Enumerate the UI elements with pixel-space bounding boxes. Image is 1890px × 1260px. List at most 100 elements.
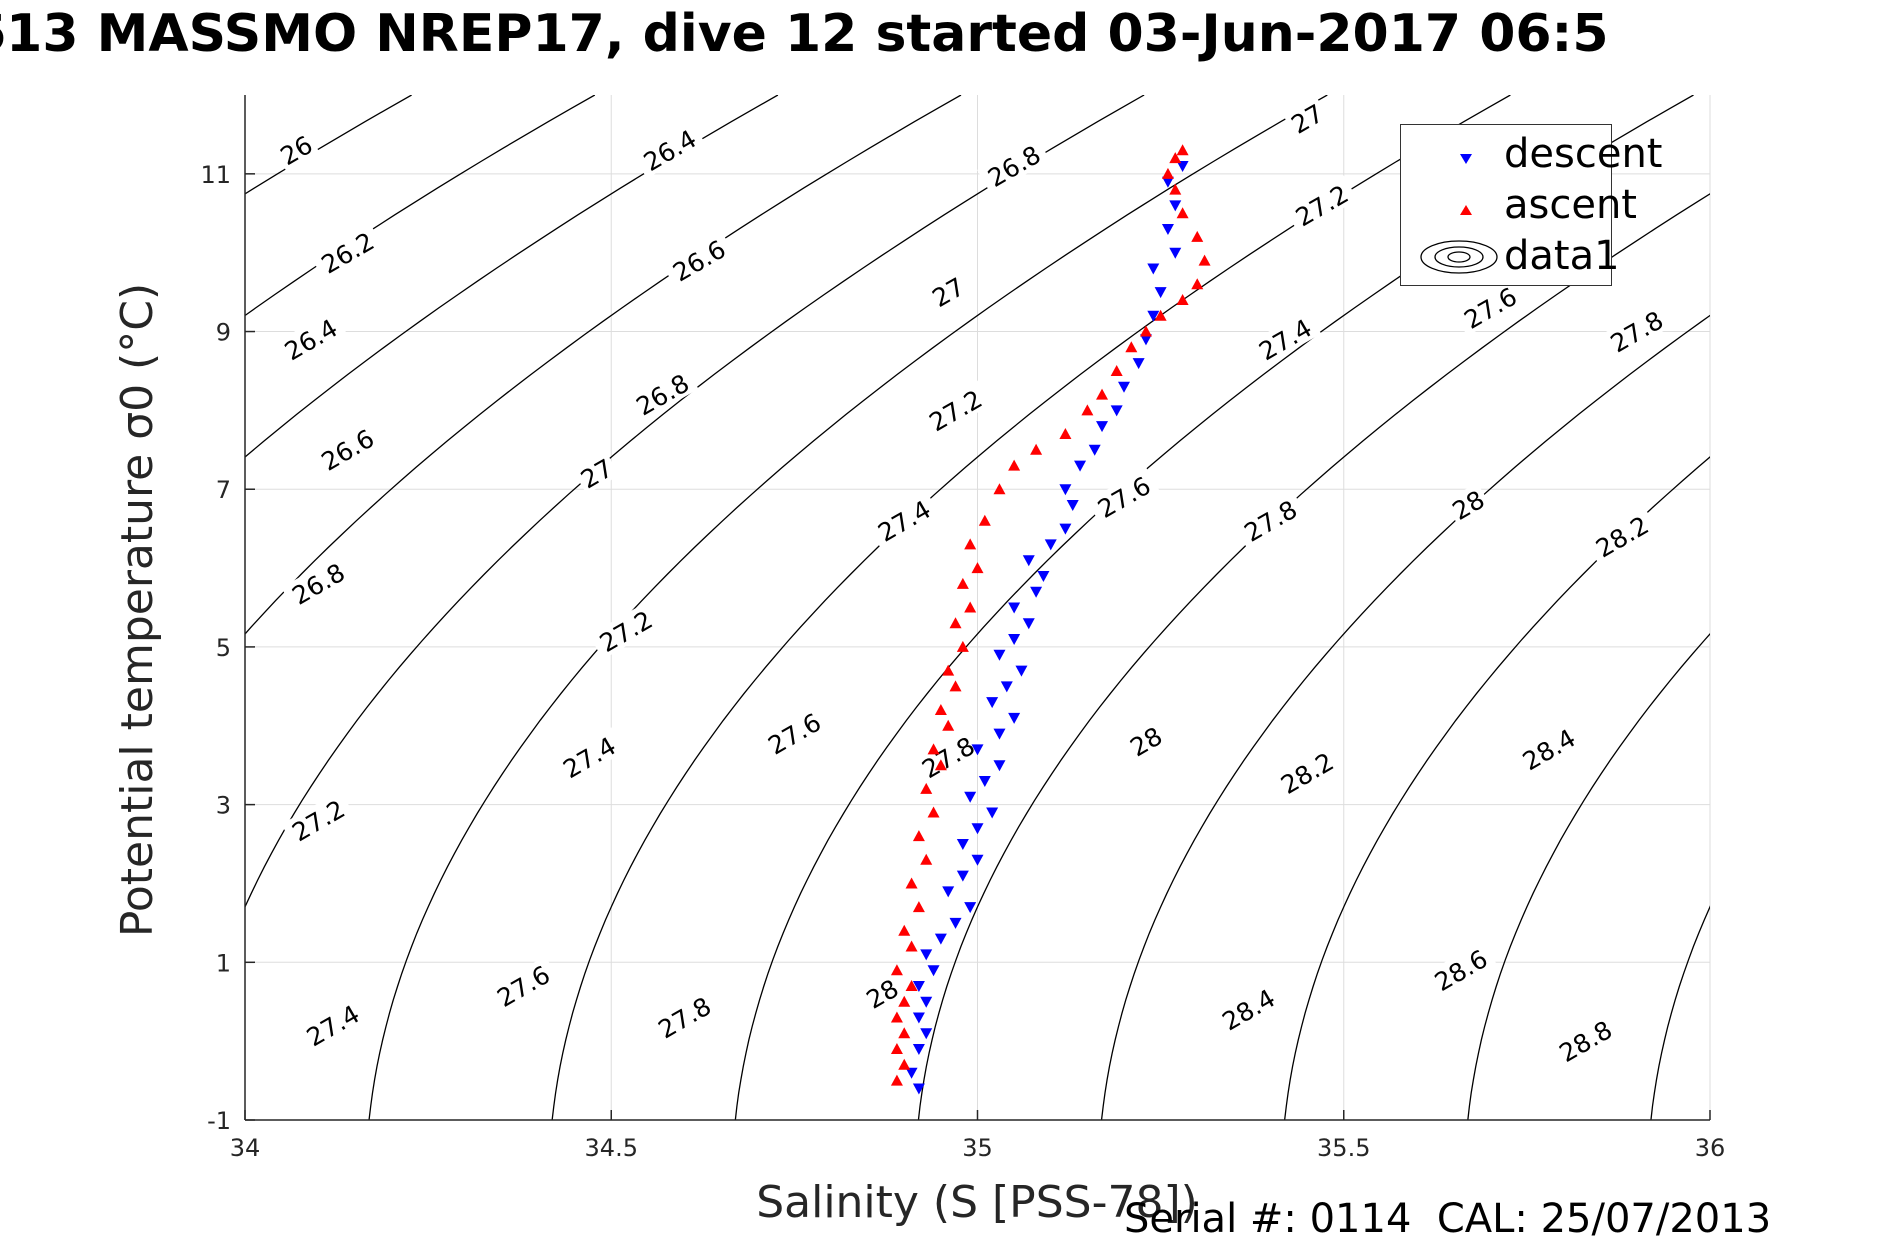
contour-line-10 <box>1284 456 1710 1120</box>
legend-descent-marker-icon <box>1460 154 1472 164</box>
descent-point-36 <box>1066 500 1079 511</box>
legend-label-data1: data1 <box>1504 233 1620 279</box>
ascent-point-8 <box>905 940 918 952</box>
ascent-point-13 <box>912 830 925 842</box>
descent-point-35 <box>1059 523 1072 535</box>
ascent-point-0 <box>890 1074 903 1086</box>
legend-label-ascent: ascent <box>1504 182 1637 228</box>
descent-point-14 <box>971 854 984 866</box>
ascent-series <box>890 144 1211 1086</box>
descent-point-48 <box>1169 247 1182 259</box>
ascent-point-41 <box>1198 254 1211 266</box>
ascent-point-25 <box>956 577 969 589</box>
ascent-point-20 <box>949 680 962 692</box>
contour-line-12 <box>1650 905 1710 1120</box>
descent-point-27 <box>993 649 1006 661</box>
descent-point-51 <box>1161 176 1174 188</box>
contour-label-bg-26 <box>1233 490 1307 550</box>
chart-title-text: 613 MASSMO NREP17, dive 12 started 03-Ju… <box>0 4 1609 64</box>
descent-point-41 <box>1110 405 1123 417</box>
y-tick-label-2: 3 <box>216 792 231 820</box>
ascent-point-14 <box>927 806 940 818</box>
legend-item-descent: descent <box>1401 131 1662 181</box>
ascent-point-31 <box>1030 443 1043 455</box>
contour-label-bg-9 <box>625 364 699 423</box>
ascent-point-17 <box>927 743 940 755</box>
descent-point-17 <box>986 807 999 819</box>
ascent-point-34 <box>1096 388 1109 400</box>
contour-label-bg-34 <box>1511 719 1585 778</box>
ascent-point-18 <box>942 719 955 731</box>
descent-point-11 <box>964 902 977 914</box>
x-axis-label: Salinity (S [PSS-78]) <box>756 1177 1198 1228</box>
ascent-point-15 <box>920 782 933 794</box>
ascent-point-45 <box>1161 167 1174 179</box>
descent-point-13 <box>956 870 969 882</box>
ascent-point-2 <box>890 1043 903 1055</box>
descent-point-22 <box>993 728 1006 740</box>
contour-label-bg-29 <box>1211 979 1285 1038</box>
descent-point-52 <box>1176 160 1189 172</box>
contour-label-bg-23 <box>1284 175 1358 234</box>
ascent-point-21 <box>942 664 955 676</box>
ascent-point-5 <box>898 995 911 1007</box>
contour-line-13 <box>1831 95 1890 1159</box>
descent-point-20 <box>993 760 1006 772</box>
contour-line-2 <box>245 95 779 458</box>
serial-calibration-footer: Serial #: 0114 CAL: 25/07/2013 <box>1124 1196 1772 1242</box>
ascent-point-46 <box>1169 152 1182 164</box>
legend-ascent-marker-icon <box>1460 205 1472 215</box>
contour-label-bg-18 <box>757 703 831 762</box>
contour-label-bg-15 <box>924 269 972 313</box>
ascent-point-9 <box>898 924 911 936</box>
contour-label-bg-22 <box>1283 96 1331 140</box>
descent-point-47 <box>1147 263 1160 275</box>
contour-label-bg-3 <box>310 419 384 479</box>
descent-point-18 <box>964 791 977 803</box>
legend-contour-icon <box>1420 240 1498 274</box>
descent-point-42 <box>1118 381 1130 393</box>
ascent-point-30 <box>1008 459 1021 471</box>
descent-point-21 <box>971 744 984 756</box>
ascent-point-33 <box>1081 404 1094 416</box>
contour-label-bg-30 <box>1453 277 1527 337</box>
chart-title: 613 MASSMO NREP17, dive 12 started 03-Ju… <box>0 4 1890 64</box>
contour-label-bg-28 <box>1270 743 1344 802</box>
descent-point-45 <box>1147 310 1160 322</box>
ascent-point-10 <box>912 901 925 913</box>
legend-item-ascent: ascent <box>1401 182 1637 232</box>
ascent-point-1 <box>898 1058 911 1070</box>
ascent-point-24 <box>964 601 977 613</box>
ascent-point-44 <box>1169 183 1182 195</box>
ascent-point-27 <box>964 538 977 550</box>
ascent-point-26 <box>971 562 984 574</box>
contour-label-bg-32 <box>1599 301 1673 360</box>
descent-point-3 <box>920 1028 933 1040</box>
descent-point-12 <box>942 886 955 898</box>
y-tick-label-5: 9 <box>216 319 231 347</box>
descent-point-8 <box>920 949 933 961</box>
x-tick-label-0: 34 <box>230 1134 261 1162</box>
x-tick-label-3: 35.5 <box>1317 1134 1370 1162</box>
x-tick-label-4: 36 <box>1695 1134 1726 1162</box>
ascent-point-19 <box>934 704 947 715</box>
descent-point-30 <box>1008 602 1021 614</box>
descent-point-1 <box>905 1067 918 1079</box>
contour-label-bg-21 <box>858 971 906 1015</box>
descent-point-5 <box>920 996 933 1008</box>
ascent-point-36 <box>1125 341 1138 353</box>
descent-point-33 <box>1022 555 1035 567</box>
contour-label-bg-36 <box>1548 1011 1622 1070</box>
contour-label-bg-35 <box>1423 940 1497 999</box>
contour-label-bg-20 <box>911 727 985 786</box>
contour-label-bg-2 <box>273 309 347 368</box>
ascent-point-42 <box>1191 230 1204 242</box>
contour-label-bg-24 <box>1248 309 1322 368</box>
descent-point-10 <box>949 917 962 929</box>
contour-line-1 <box>245 95 596 317</box>
y-axis-ticks: -1 1 3 5 7 9 11 <box>200 161 255 1135</box>
ascent-point-4 <box>890 1011 903 1023</box>
descent-point-49 <box>1161 224 1174 236</box>
descent-point-9 <box>934 933 947 945</box>
descent-point-6 <box>912 980 925 992</box>
